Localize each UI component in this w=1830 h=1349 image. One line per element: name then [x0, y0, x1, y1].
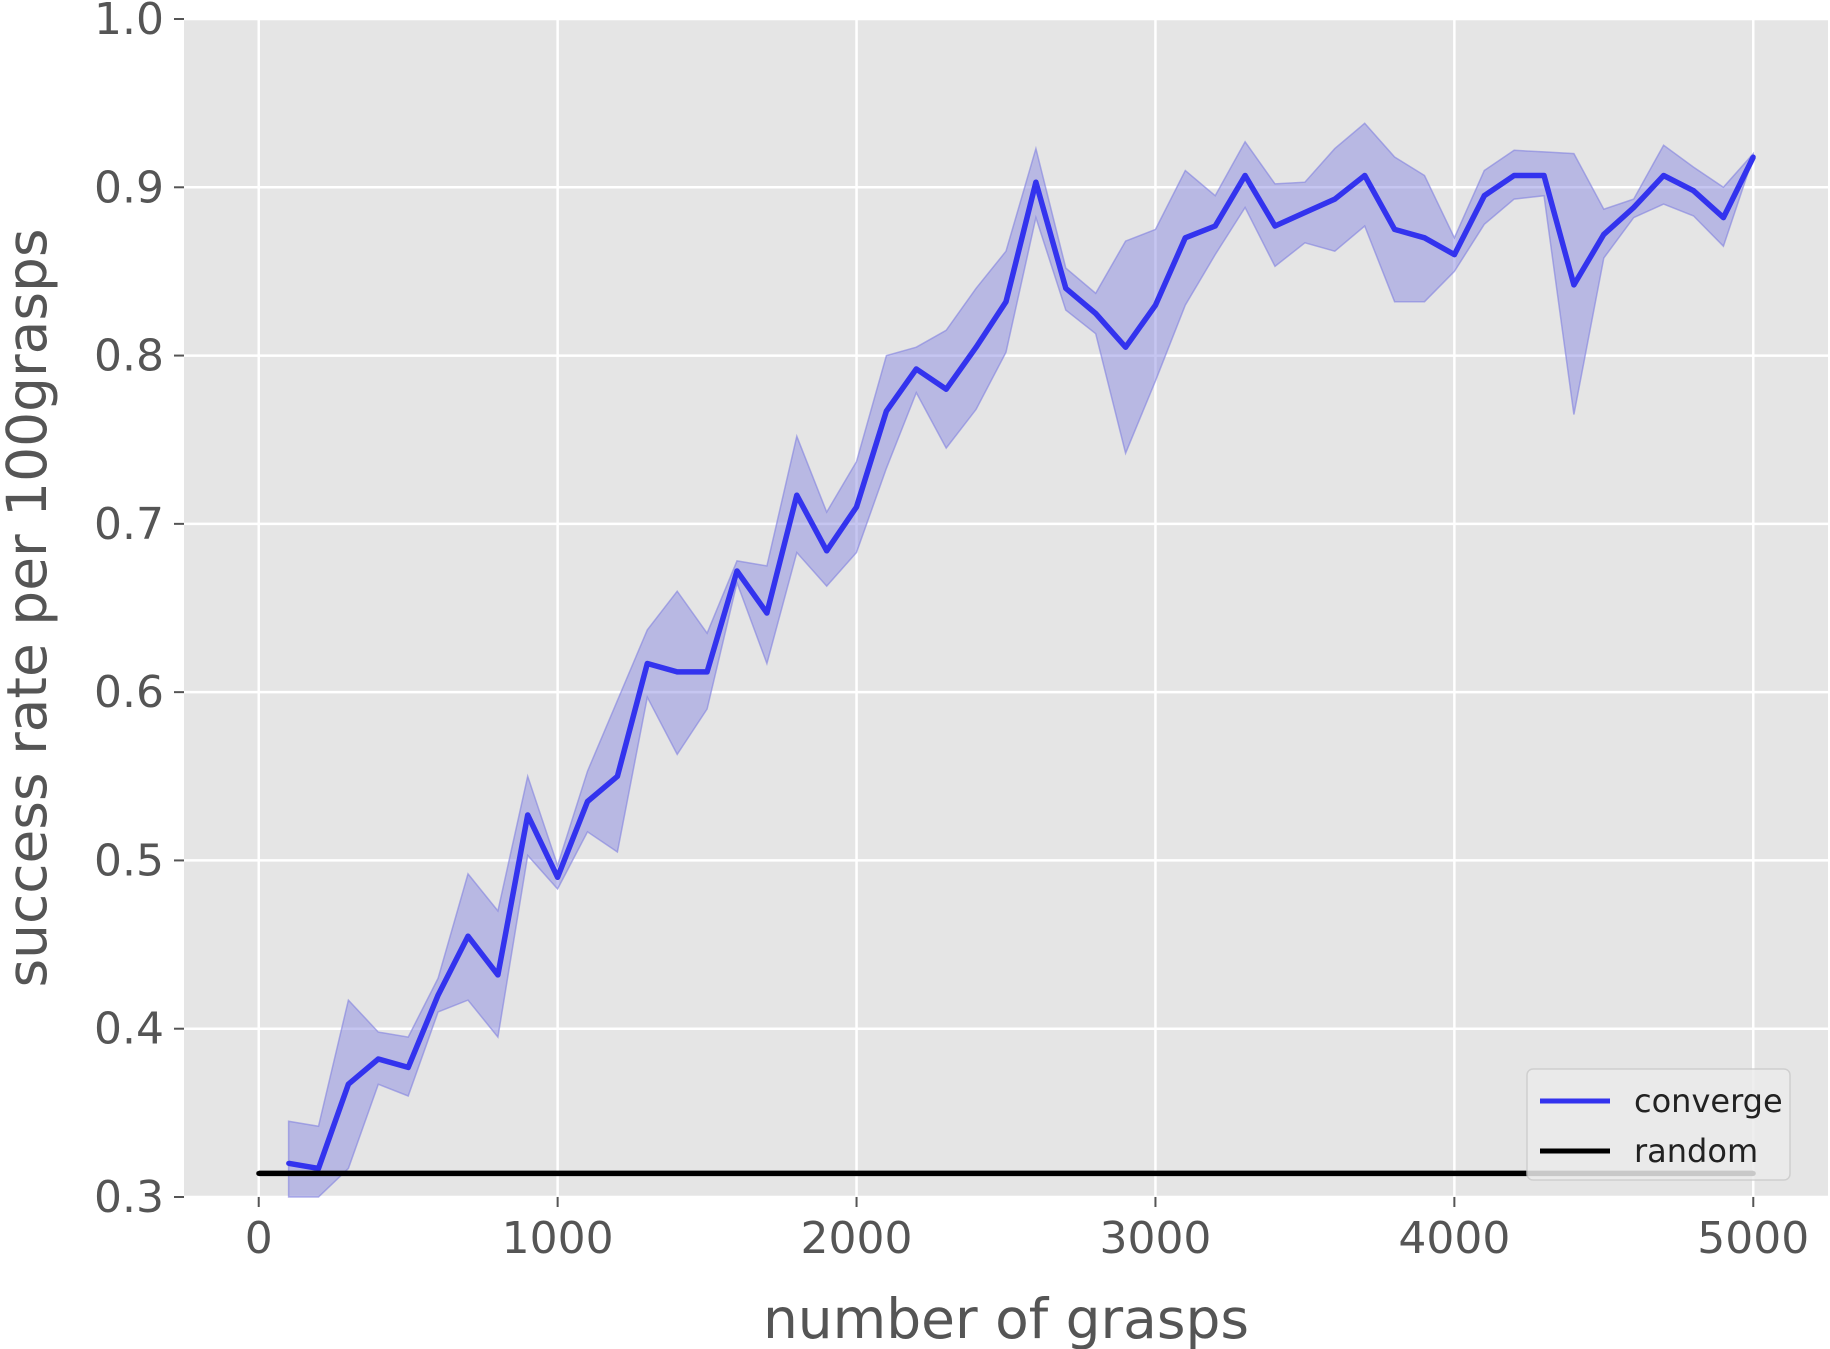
point-converge: [1003, 299, 1009, 305]
point-converge: [644, 661, 650, 667]
y-tick-label: 0.5: [94, 835, 164, 886]
point-converge: [1033, 179, 1039, 185]
y-tick-label: 0.9: [94, 162, 164, 213]
point-converge: [1212, 223, 1218, 229]
point-converge: [286, 1160, 292, 1166]
y-tick-label: 0.4: [94, 1004, 164, 1055]
y-tick-label: 0.6: [94, 667, 164, 718]
point-converge: [764, 610, 770, 616]
point-converge: [1063, 285, 1069, 291]
point-converge: [794, 492, 800, 498]
point-converge: [913, 366, 919, 372]
point-converge: [1392, 226, 1398, 232]
x-tick-label: 0: [245, 1213, 273, 1264]
point-converge: [405, 1064, 411, 1070]
axis-ticks: 0 1000 2000 3000 4000 5000 0.3 0.4 0.5 0.6 0.7 0.8 0…: [94, 0, 1809, 1264]
point-converge: [973, 344, 979, 350]
y-tick-label: 0.3: [94, 1172, 164, 1223]
legend-label-random: random: [1634, 1132, 1758, 1170]
point-converge: [435, 992, 441, 998]
point-converge: [1272, 223, 1278, 229]
point-random: [256, 1170, 262, 1176]
point-converge: [704, 669, 710, 675]
x-tick-label: 1000: [502, 1213, 614, 1264]
point-converge: [465, 933, 471, 939]
point-converge: [824, 548, 830, 554]
point-converge: [1242, 173, 1248, 179]
point-converge: [1661, 173, 1667, 179]
x-tick-label: 5000: [1697, 1213, 1809, 1264]
y-axis-label: success rate per 100grasps: [0, 228, 59, 987]
point-converge: [525, 812, 531, 818]
point-converge: [1750, 154, 1756, 160]
legend-label-converge: converge: [1634, 1082, 1783, 1120]
point-converge: [1571, 282, 1577, 288]
point-converge: [316, 1165, 322, 1171]
point-converge: [1302, 210, 1308, 216]
point-converge: [345, 1081, 351, 1087]
point-converge: [1332, 196, 1338, 202]
x-tick-label: 4000: [1398, 1213, 1510, 1264]
point-converge: [854, 504, 860, 510]
point-converge: [1093, 311, 1099, 316]
legend: converge random: [1526, 1068, 1791, 1181]
point-converge: [555, 874, 561, 880]
point-converge: [1631, 204, 1637, 210]
point-converge: [1511, 173, 1517, 179]
point-converge: [1481, 193, 1487, 199]
point-converge: [614, 773, 620, 779]
point-converge: [585, 799, 591, 805]
point-converge: [1123, 344, 1129, 350]
point-converge: [883, 408, 889, 414]
y-tick-label: 0.7: [94, 499, 164, 550]
y-tick-label: 0.8: [94, 331, 164, 382]
series-lines: [256, 154, 1756, 1177]
point-converge: [734, 568, 740, 574]
point-converge: [1182, 235, 1188, 241]
point-converge: [1541, 173, 1547, 179]
x-axis-label: number of grasps: [763, 1287, 1249, 1349]
point-converge: [943, 386, 949, 392]
point-converge: [1601, 231, 1607, 237]
point-converge: [1720, 215, 1726, 221]
x-tick-label: 3000: [1099, 1213, 1211, 1264]
y-tick-label: 1.0: [94, 0, 164, 45]
point-converge: [1152, 302, 1158, 308]
grid: [184, 17, 1828, 1199]
point-converge: [1362, 173, 1368, 179]
line-converge: [288, 155, 1756, 1172]
point-converge: [1421, 235, 1427, 241]
x-tick-label: 2000: [801, 1213, 913, 1264]
point-converge: [674, 669, 680, 675]
point-converge: [375, 1056, 381, 1062]
point-converge: [495, 972, 501, 978]
point-converge: [1690, 188, 1696, 194]
point-converge: [1451, 252, 1457, 258]
